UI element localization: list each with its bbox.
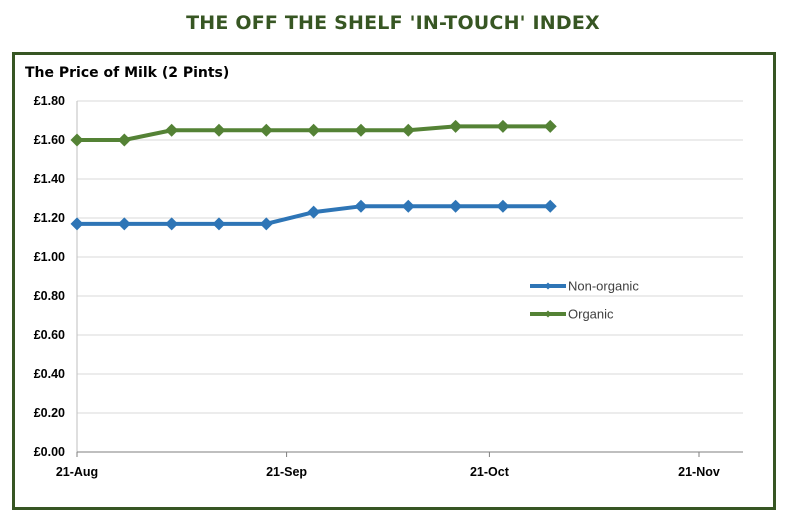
legend-label: Organic [568, 307, 614, 322]
data-point [165, 123, 179, 137]
data-point [259, 123, 273, 137]
data-point [354, 123, 368, 137]
legend-marker [544, 282, 552, 290]
data-point [212, 217, 226, 231]
y-tick-label: £1.80 [34, 94, 65, 108]
data-point [449, 119, 463, 133]
data-point [70, 217, 84, 231]
y-tick-label: £1.40 [34, 172, 65, 186]
data-point [70, 133, 84, 147]
y-tick-label: £0.80 [34, 289, 65, 303]
data-point [117, 217, 131, 231]
y-tick-label: £0.00 [34, 445, 65, 459]
data-point [307, 123, 321, 137]
y-tick-label: £0.40 [34, 367, 65, 381]
y-tick-label: £0.60 [34, 328, 65, 342]
data-point [496, 199, 510, 213]
data-point [543, 119, 557, 133]
x-tick-label: 21-Oct [470, 465, 510, 479]
data-point [543, 199, 557, 213]
data-point [307, 205, 321, 219]
y-tick-label: £0.20 [34, 406, 65, 420]
y-tick-label: £1.60 [34, 133, 65, 147]
x-tick-label: 21-Nov [678, 465, 720, 479]
data-point [259, 217, 273, 231]
x-tick-label: 21-Sep [266, 465, 307, 479]
data-point [401, 199, 415, 213]
data-point [401, 123, 415, 137]
page-title: THE OFF THE SHELF 'IN-TOUCH' INDEX [186, 12, 600, 34]
y-tick-label: £1.00 [34, 250, 65, 264]
chart-container: The Price of Milk (2 Pints) [12, 52, 776, 510]
data-point [449, 199, 463, 213]
legend-marker [544, 310, 552, 318]
x-tick-label: 21-Aug [56, 465, 98, 479]
data-point [496, 119, 510, 133]
data-point [354, 199, 368, 213]
legend-label: Non-organic [568, 279, 639, 294]
data-point [165, 217, 179, 231]
chart-title: The Price of Milk (2 Pints) [25, 65, 230, 81]
data-point [212, 123, 226, 137]
y-tick-label: £1.20 [34, 211, 65, 225]
data-point [117, 133, 131, 147]
